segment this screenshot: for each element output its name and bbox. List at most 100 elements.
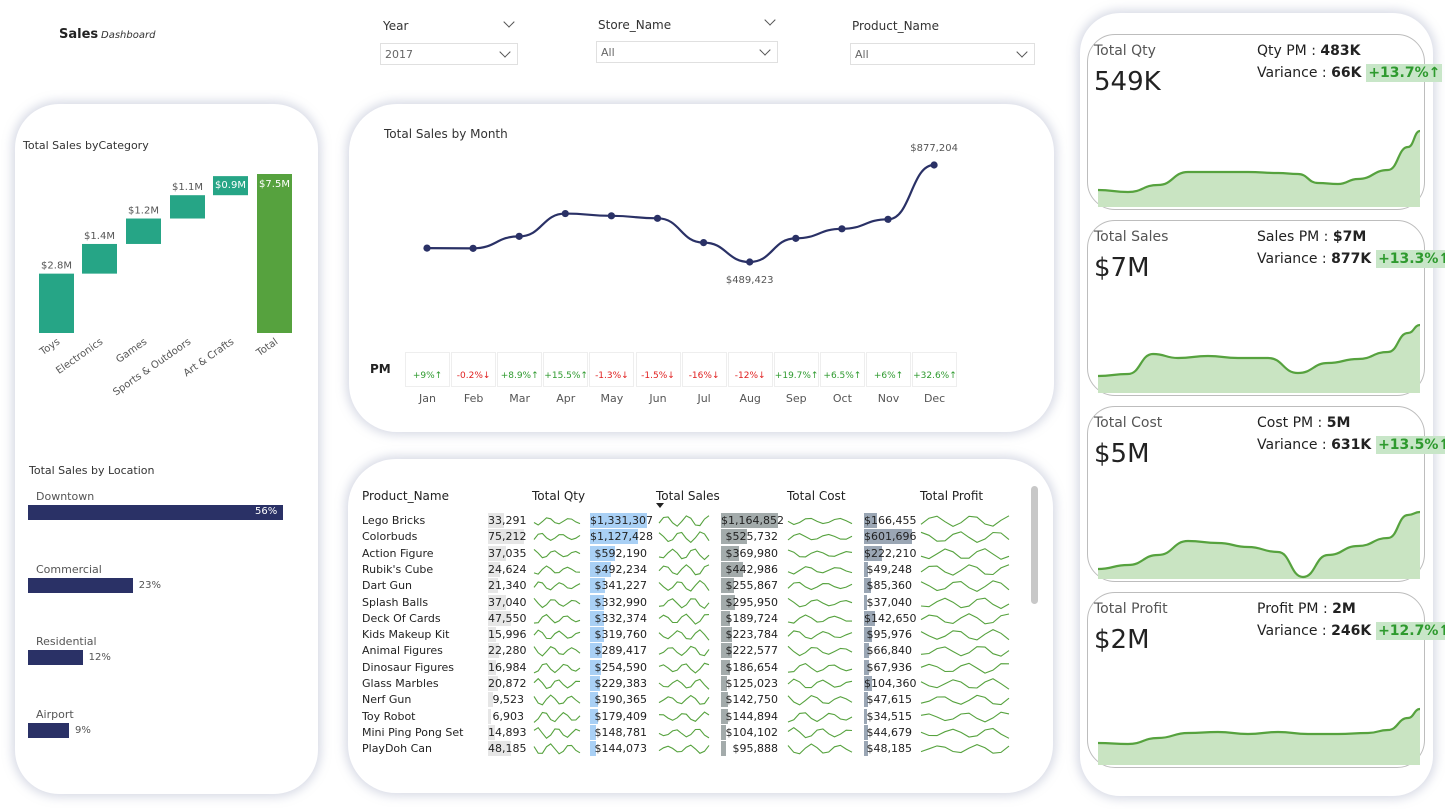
waterfall-category-label: Electronics [54,336,105,376]
waterfall-category-label: Toys [37,336,62,358]
sparkline-path [658,613,710,625]
cell-value: $95,976 [866,628,913,642]
store-dropdown[interactable]: All [596,41,778,63]
kpi-pm-value: 2M [1332,601,1356,617]
pm-label: PM [370,362,391,376]
location-bar[interactable] [28,578,133,593]
kpi-variance: Variance : 631K +13.5%↑ [1257,436,1445,454]
month-line-chart: $877,204 $489,423 [423,143,958,286]
sparkline-path [658,531,710,544]
data-bar [864,724,868,740]
cell-value: $1,127,428 [590,530,653,544]
location-bar[interactable] [28,650,83,665]
sparkline [787,678,853,689]
sparkline-path [920,564,1010,576]
cell-value: $601,696 [864,530,917,544]
location-bar[interactable] [28,723,69,738]
sparkline [658,662,710,674]
product-dropdown[interactable]: All [850,43,1035,65]
store-dropdown-value: All [601,46,615,59]
data-bar [590,676,600,691]
year-collapse-icon[interactable] [503,16,515,28]
cell-value: $47,615 [866,693,913,707]
sparkline-path [787,630,853,640]
sparkline-path [533,613,581,624]
store-collapse-icon[interactable] [764,14,776,26]
location-name: Downtown [36,490,95,503]
month-label: Jul [697,392,711,405]
kpi-area-fill [1098,131,1420,207]
location-pct: 56% [255,506,278,517]
location-pct: 9% [74,725,91,736]
waterfall-bar [257,174,292,333]
waterfall-category-label: Total [254,336,280,359]
kpi-sparkline-area [1097,510,1421,579]
location-bar[interactable] [28,505,283,520]
data-bar [488,578,499,594]
pm-change-cell: -16%↓ [681,352,727,387]
sales-point [653,214,662,222]
data-bar [721,627,732,643]
sparkline-path [533,629,581,640]
data-bar [488,627,496,643]
table-header-1[interactable]: Total Qty [532,489,586,503]
sparkline [533,597,581,608]
data-bar [488,594,506,610]
location-pct: 23% [138,580,161,591]
data-bar [590,594,605,610]
sparkline-path [787,549,853,558]
product-name: Kids Makeup Kit [362,628,450,642]
pm-change-cell: -0.2%↓ [451,352,497,387]
table-header-0[interactable]: Product_Name [362,489,449,503]
table-header-3[interactable]: Total Cost [787,489,846,503]
data-bar [590,578,605,594]
table-header-4[interactable]: Total Profit [920,489,984,503]
year-dropdown[interactable]: 2017 [380,43,518,65]
data-bar [864,643,870,659]
pm-change-cell: +8.9%↑ [497,352,543,387]
pm-change-cell: +9%↑ [405,352,450,387]
kpi-pm-label: Profit PM : [1257,601,1333,617]
sort-desc-icon [656,503,664,508]
cell-value: $44,679 [866,725,913,739]
month-chart-title: Total Sales by Month [384,127,508,141]
sparkline [533,517,581,526]
table-header-2[interactable]: Total Sales [656,489,720,503]
data-bar [590,545,616,561]
kpi-variance-value: 246K [1331,623,1377,639]
sales-point [423,244,431,252]
sparkline [920,646,1010,658]
cell-value: 14,893 [488,725,527,739]
data-bar [488,692,493,708]
sparkline [920,727,1010,739]
sparkline-path [920,678,1010,690]
cell-value: $332,374 [594,611,648,625]
sparkline [533,711,581,723]
data-bar [864,659,870,675]
data-bar [488,545,506,561]
data-bar [864,561,868,577]
min-annotation: $489,423 [726,275,774,286]
kpi-trend-line [1097,707,1421,746]
sparkline-path [787,533,853,541]
sparkline-path [787,646,853,657]
data-bar [488,659,497,675]
kpi-pm: Cost PM : 5M [1257,415,1350,431]
cell-value: $67,936 [866,660,913,674]
cell-value: $254,590 [594,660,648,674]
sparkline-path [920,662,1010,674]
cell-value: 6,903 [492,709,525,723]
table-scrollbar[interactable] [1031,486,1038,604]
kpi-variance-label: Variance : [1257,623,1332,639]
kpi-pm-value: 483K [1320,43,1361,59]
sparkline-path [658,662,710,674]
product-name: Mini Ping Pong Set [362,725,464,739]
month-label: Sep [785,392,807,405]
data-bar [488,610,511,626]
cell-value: $442,986 [725,562,779,576]
data-bar [864,627,872,643]
cell-value: $319,760 [594,628,648,642]
sparkline [920,629,1010,641]
waterfall-bar [39,273,74,333]
sparkline [658,563,710,576]
